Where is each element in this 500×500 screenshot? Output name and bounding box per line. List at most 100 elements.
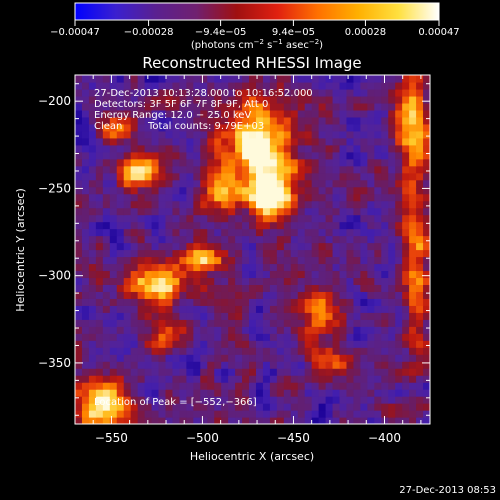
heatmap-cell: [332, 396, 341, 404]
heatmap-cell: [151, 242, 160, 251]
heatmap-cell: [332, 249, 341, 258]
heatmap-cell: [228, 123, 236, 132]
heatmap-cell: [235, 354, 243, 362]
heatmap-cell: [81, 88, 90, 97]
heatmap-cell: [423, 249, 430, 258]
heatmap-cell: [186, 368, 194, 376]
heatmap-cell: [402, 186, 410, 195]
heatmap-cell: [283, 193, 292, 202]
heatmap-cell: [130, 410, 139, 418]
heatmap-cell: [123, 326, 132, 334]
heatmap-cell: [381, 228, 389, 237]
heatmap-cell: [325, 375, 334, 383]
heatmap-cell: [332, 312, 341, 320]
heatmap-cell: [179, 326, 187, 334]
heatmap-cell: [88, 172, 97, 181]
heatmap-cell: [325, 116, 334, 125]
heatmap-cell: [109, 291, 118, 299]
heatmap-cell: [325, 319, 334, 327]
heatmap-cell: [353, 137, 361, 146]
heatmap-cell: [297, 193, 306, 202]
heatmap-cell: [165, 165, 174, 174]
heatmap-cell: [109, 417, 118, 424]
heatmap-cell: [346, 179, 355, 188]
heatmap-cell: [179, 207, 187, 216]
heatmap-cell: [269, 263, 278, 272]
heatmap-cell: [228, 130, 236, 139]
heatmap-cell: [416, 382, 424, 390]
heatmap-cell: [116, 417, 125, 424]
heatmap-cell: [276, 319, 285, 327]
heatmap-cell: [395, 193, 403, 202]
heatmap-cell: [109, 228, 118, 237]
heatmap-cell: [388, 361, 396, 369]
heatmap-cell: [221, 179, 229, 188]
heatmap-cell: [374, 396, 382, 404]
heatmap-cell: [116, 396, 125, 404]
heatmap-cell: [102, 375, 111, 383]
heatmap-cell: [179, 186, 187, 195]
heatmap-cell: [367, 88, 375, 97]
heatmap-cell: [214, 249, 222, 258]
heatmap-cell: [200, 207, 208, 216]
heatmap-cell: [81, 207, 90, 216]
heatmap-cell: [172, 75, 181, 83]
heatmap-cell: [95, 221, 104, 230]
heatmap-cell: [81, 179, 90, 188]
heatmap-cell: [416, 151, 424, 160]
heatmap-cell: [283, 347, 292, 355]
heatmap-cell: [228, 284, 236, 292]
heatmap-cell: [95, 319, 104, 327]
heatmap-cell: [255, 200, 264, 209]
heatmap-cell: [130, 284, 139, 292]
heatmap-cell: [367, 151, 375, 160]
heatmap-cell: [381, 347, 389, 355]
heatmap-cell: [269, 291, 278, 299]
heatmap-cell: [346, 361, 355, 369]
heatmap-cell: [269, 95, 278, 104]
heatmap-cell: [158, 207, 167, 216]
heatmap-cell: [276, 242, 285, 251]
heatmap-cell: [423, 375, 430, 383]
heatmap-cell: [123, 151, 132, 160]
heatmap-cell: [346, 312, 355, 320]
heatmap-cell: [262, 270, 271, 279]
heatmap-cell: [276, 207, 285, 216]
heatmap-cell: [297, 389, 306, 397]
heatmap-cell: [158, 347, 167, 355]
heatmap-cell: [318, 305, 327, 313]
heatmap-cell: [367, 109, 375, 118]
heatmap-cell: [283, 361, 292, 369]
heatmap-cell: [388, 130, 396, 139]
heatmap-cell: [102, 326, 111, 334]
heatmap-cell: [381, 361, 389, 369]
heatmap-cell: [193, 116, 201, 125]
heatmap-cell: [297, 228, 306, 237]
heatmap-cell: [88, 382, 97, 390]
heatmap-cell: [402, 326, 410, 334]
heatmap-cell: [207, 389, 215, 397]
heatmap-cell: [297, 298, 306, 306]
heatmap-cell: [88, 95, 97, 104]
heatmap-cell: [165, 382, 174, 390]
heatmap-cell: [95, 81, 104, 90]
heatmap-cell: [402, 256, 410, 265]
heatmap-cell: [283, 291, 292, 299]
heatmap-cell: [395, 263, 403, 272]
heatmap-cell: [276, 298, 285, 306]
heatmap-cell: [311, 158, 320, 167]
heatmap-cell: [116, 130, 125, 139]
heatmap-cell: [318, 137, 327, 146]
heatmap-cell: [353, 193, 361, 202]
heatmap-cell: [228, 95, 236, 104]
heatmap-cell: [262, 291, 271, 299]
heatmap-cell: [374, 207, 382, 216]
heatmap-cell: [332, 151, 341, 160]
heatmap-cell: [276, 256, 285, 265]
heatmap-cell: [186, 312, 194, 320]
heatmap-cell: [416, 193, 424, 202]
heatmap-cell: [276, 172, 285, 181]
heatmap-cell: [388, 326, 396, 334]
heatmap-cell: [172, 242, 181, 251]
heatmap-cell: [221, 326, 229, 334]
